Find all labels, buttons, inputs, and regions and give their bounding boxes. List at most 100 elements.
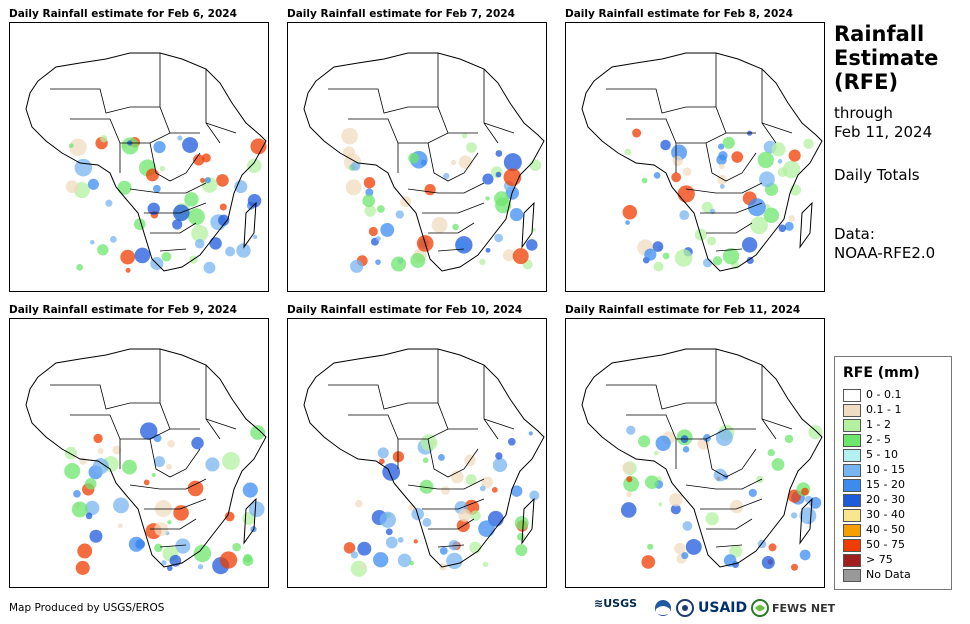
rainfall-patch bbox=[121, 137, 139, 155]
coastline bbox=[25, 52, 267, 272]
madagascar-outline bbox=[243, 497, 257, 545]
rainfall-patch bbox=[232, 542, 241, 552]
rainfall-patch bbox=[782, 160, 801, 179]
country-border bbox=[159, 248, 187, 252]
legend-label: 20 - 30 bbox=[866, 493, 905, 506]
rainfall-patch bbox=[166, 565, 173, 571]
rainfall-patch bbox=[247, 193, 262, 208]
country-border bbox=[626, 414, 756, 440]
rainfall-patch bbox=[112, 445, 122, 455]
country-border bbox=[348, 118, 478, 144]
rainfall-patch bbox=[481, 476, 494, 488]
country-border bbox=[705, 142, 757, 182]
rainfall-patch bbox=[362, 194, 376, 208]
country-border bbox=[205, 365, 221, 440]
rainfall-patch bbox=[682, 167, 692, 176]
legend-item: 10 - 15 bbox=[843, 463, 905, 477]
legend-label: 50 - 75 bbox=[866, 538, 905, 551]
rainfall-patch bbox=[746, 256, 754, 265]
rainfall-patch bbox=[97, 244, 109, 256]
rainfall-patch bbox=[620, 502, 637, 518]
coastline bbox=[581, 348, 823, 568]
rainfall-patch bbox=[509, 207, 524, 222]
rainfall-patch bbox=[219, 203, 227, 211]
rainfall-patch bbox=[64, 446, 77, 460]
country-border bbox=[715, 53, 727, 134]
rainfall-patch bbox=[153, 140, 166, 154]
rainfall-patch bbox=[495, 452, 503, 460]
legend-item: No Data bbox=[843, 568, 911, 582]
rainfall-patch bbox=[410, 253, 426, 268]
rainfall-patch bbox=[345, 179, 362, 196]
fewsnet-logo: FEWS NET bbox=[772, 602, 836, 615]
legend-label: 2 - 5 bbox=[866, 433, 891, 446]
country-border bbox=[144, 202, 207, 214]
legend-item: 50 - 75 bbox=[843, 538, 905, 552]
country-border bbox=[205, 69, 221, 144]
rainfall-patch bbox=[641, 177, 648, 184]
rainfall-patch bbox=[89, 529, 103, 543]
country-border bbox=[50, 384, 160, 410]
rainfall-patch bbox=[653, 261, 664, 272]
rainfall-patch bbox=[242, 482, 258, 498]
rainfall-patch bbox=[492, 457, 508, 473]
rainfall-patch bbox=[761, 556, 775, 570]
rainfall-patch bbox=[392, 451, 405, 463]
rainfall-patch bbox=[495, 171, 502, 178]
africa-map bbox=[25, 348, 267, 575]
usaid-logo: USAID bbox=[698, 600, 748, 616]
rainfall-patch bbox=[456, 240, 468, 252]
rainfall-patch bbox=[702, 258, 713, 268]
rainfall-patch bbox=[638, 435, 651, 448]
country-border bbox=[70, 118, 200, 144]
rainfall-patch bbox=[73, 490, 81, 498]
country-border bbox=[427, 142, 479, 182]
rainfall-patch bbox=[777, 159, 783, 164]
rainfall-patch bbox=[750, 216, 768, 235]
rainfall-map bbox=[565, 22, 825, 292]
rainfall-patch bbox=[662, 252, 670, 260]
panel-title: Daily Rainfall estimate for Feb 6, 2024 bbox=[9, 8, 237, 20]
rainfall-patch bbox=[808, 425, 823, 440]
rainfall-patch bbox=[705, 512, 719, 526]
rainfall-patch bbox=[771, 458, 785, 471]
rainfall-map bbox=[565, 318, 825, 588]
rainfall-patch bbox=[109, 235, 117, 243]
rainfall-patch bbox=[529, 159, 542, 172]
rainfall-patch bbox=[448, 539, 460, 551]
rainfall-patch bbox=[625, 220, 630, 225]
rainfall-patch bbox=[382, 463, 401, 481]
country-border bbox=[159, 544, 187, 548]
rainfall-patch bbox=[250, 138, 267, 155]
rainfall-patch bbox=[218, 214, 230, 226]
rainfall-patch bbox=[409, 560, 414, 566]
rainfall-patch bbox=[146, 168, 159, 182]
rainfall-patch bbox=[718, 163, 725, 170]
legend-swatch bbox=[843, 553, 861, 567]
title-line: Rainfall bbox=[834, 22, 925, 46]
dos-seal-logo bbox=[676, 599, 694, 620]
rainfall-patch bbox=[670, 504, 681, 515]
rainfall-patch bbox=[491, 486, 498, 493]
legend-swatch bbox=[843, 523, 861, 537]
legend-label: 40 - 50 bbox=[866, 523, 905, 536]
legend-label: 10 - 15 bbox=[866, 463, 905, 476]
rainfall-patch bbox=[350, 551, 359, 559]
rainfall-patch bbox=[355, 499, 363, 508]
rainfall-patch bbox=[413, 539, 418, 544]
rainfall-patch bbox=[193, 544, 212, 563]
country-border bbox=[144, 498, 207, 510]
rainfall-patch bbox=[143, 479, 150, 486]
madagascar-outline bbox=[521, 497, 535, 545]
rainfall-patch bbox=[363, 177, 376, 189]
rainfall-patch bbox=[470, 510, 481, 521]
rainfall-patch bbox=[729, 544, 743, 558]
rainfall-patch bbox=[182, 137, 199, 154]
rainfall-patch bbox=[622, 461, 634, 474]
title-line: Estimate bbox=[834, 46, 939, 70]
rainfall-patch bbox=[438, 454, 445, 461]
rainfall-patch bbox=[641, 555, 656, 569]
rainfall-patch bbox=[443, 172, 450, 179]
rainfall-patch bbox=[479, 258, 486, 266]
rainfall-patch bbox=[357, 541, 372, 556]
